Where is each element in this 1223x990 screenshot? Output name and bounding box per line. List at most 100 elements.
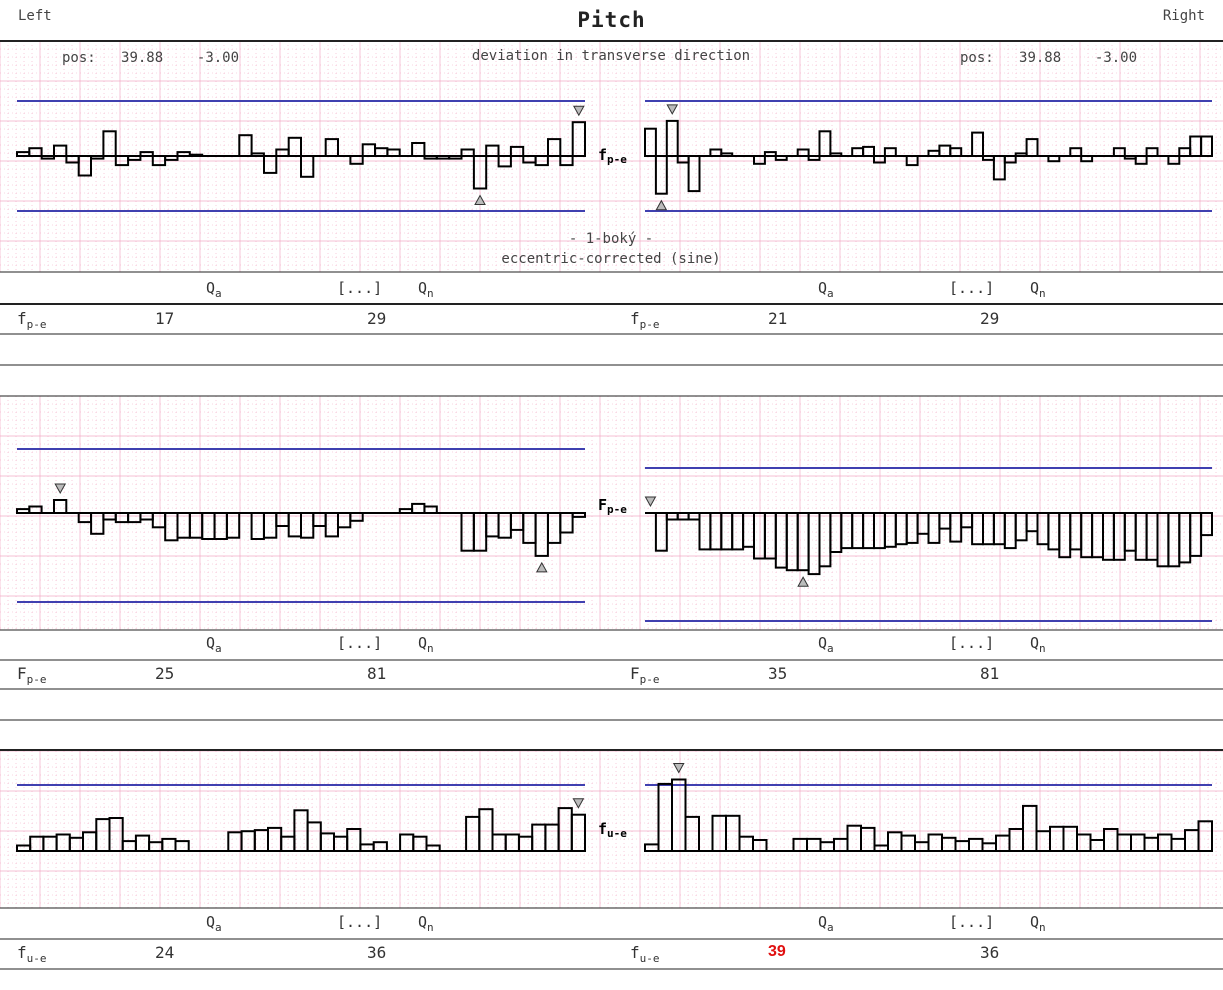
bar bbox=[1062, 825, 1078, 852]
bar bbox=[448, 155, 463, 160]
bar bbox=[949, 147, 963, 157]
bar bbox=[644, 843, 660, 853]
bar bbox=[263, 155, 278, 174]
left-quality-a: 24 bbox=[155, 943, 175, 962]
bar bbox=[151, 512, 167, 529]
bar bbox=[275, 148, 290, 157]
bar bbox=[102, 130, 117, 158]
bar bbox=[654, 512, 668, 552]
bar bbox=[164, 155, 179, 161]
bar bbox=[873, 844, 889, 852]
bar bbox=[491, 833, 507, 852]
bar bbox=[188, 153, 204, 157]
bar bbox=[807, 155, 821, 161]
bar bbox=[399, 833, 415, 852]
bar bbox=[312, 512, 327, 527]
bar bbox=[1103, 828, 1119, 852]
right-quality-a: 21 bbox=[768, 309, 788, 328]
right-quality-symbol: fu-e bbox=[630, 943, 660, 966]
bar bbox=[1058, 512, 1072, 559]
bar bbox=[807, 512, 821, 576]
bar bbox=[1189, 512, 1203, 557]
range-ellipsis: [...] bbox=[337, 634, 383, 652]
bar bbox=[905, 512, 919, 544]
bar bbox=[1178, 512, 1192, 564]
bar bbox=[571, 512, 587, 518]
bar bbox=[1003, 155, 1017, 164]
bar bbox=[992, 512, 1006, 546]
min-marker-icon bbox=[474, 194, 486, 205]
qa-label: Qa bbox=[206, 279, 222, 300]
bar bbox=[250, 152, 265, 157]
bar bbox=[763, 151, 777, 158]
bar bbox=[796, 512, 810, 572]
bar bbox=[1156, 512, 1170, 568]
bar bbox=[846, 824, 862, 853]
left-quality-n: 36 bbox=[367, 943, 387, 962]
right-quality-n: 36 bbox=[980, 943, 1000, 962]
f_u-e-right-series bbox=[644, 763, 1213, 853]
bar bbox=[738, 835, 754, 853]
bar bbox=[1112, 147, 1126, 157]
right-quality-symbol: Fp-e bbox=[630, 664, 660, 687]
bar bbox=[1091, 512, 1104, 559]
bar bbox=[851, 512, 865, 550]
bar bbox=[127, 155, 142, 161]
bar bbox=[386, 148, 401, 157]
bar bbox=[763, 512, 777, 560]
bar bbox=[509, 512, 525, 531]
bar bbox=[349, 512, 364, 522]
bar bbox=[720, 512, 734, 551]
bar bbox=[1025, 138, 1039, 158]
bar bbox=[547, 138, 562, 158]
bar bbox=[423, 155, 438, 160]
bar bbox=[108, 817, 124, 852]
bar bbox=[522, 155, 537, 164]
bar bbox=[971, 131, 984, 158]
bar bbox=[275, 512, 290, 527]
bar bbox=[398, 508, 414, 515]
page-title: Pitch bbox=[577, 8, 646, 32]
bar bbox=[1069, 147, 1083, 157]
max-marker-icon bbox=[666, 104, 679, 115]
bar bbox=[460, 148, 475, 157]
bar bbox=[1170, 837, 1186, 853]
bar bbox=[324, 138, 340, 158]
F_p-e-right-series bbox=[644, 496, 1213, 587]
panel1-caption-correction: eccentric-corrected (sine) bbox=[501, 251, 721, 267]
bar bbox=[1130, 833, 1146, 852]
f_p-e-left-series bbox=[16, 105, 587, 205]
bar bbox=[139, 151, 154, 158]
bar bbox=[905, 155, 919, 167]
max-marker-icon bbox=[672, 763, 685, 774]
bar bbox=[497, 512, 512, 539]
bar bbox=[559, 155, 574, 167]
chart-center-label: fu-e bbox=[598, 820, 627, 840]
min-marker-icon bbox=[535, 561, 548, 573]
bar bbox=[412, 835, 428, 853]
bar bbox=[478, 808, 494, 853]
bar bbox=[954, 840, 970, 852]
max-marker-icon bbox=[54, 483, 67, 495]
bar bbox=[201, 512, 216, 540]
bar bbox=[114, 512, 130, 524]
max-marker-icon bbox=[572, 105, 585, 117]
bar bbox=[16, 508, 31, 515]
left-quality-symbol: fp-e bbox=[17, 309, 47, 332]
bar bbox=[1080, 155, 1094, 163]
bar bbox=[774, 155, 788, 161]
f_p-e-right-series bbox=[644, 104, 1213, 211]
bar bbox=[687, 155, 701, 193]
bar bbox=[927, 512, 941, 544]
panel1-top-caption: deviation in transverse direction bbox=[471, 48, 751, 64]
bar bbox=[1014, 512, 1028, 542]
bar bbox=[559, 512, 574, 534]
panel-grid-1 bbox=[0, 40, 1223, 272]
q-label-row: Qa [...] Qn bbox=[0, 634, 1223, 658]
bar bbox=[372, 841, 388, 853]
bar bbox=[851, 147, 865, 157]
left-quality-symbol: fu-e bbox=[17, 943, 47, 966]
bar bbox=[225, 512, 241, 539]
bar bbox=[77, 155, 92, 177]
bar bbox=[361, 143, 377, 158]
